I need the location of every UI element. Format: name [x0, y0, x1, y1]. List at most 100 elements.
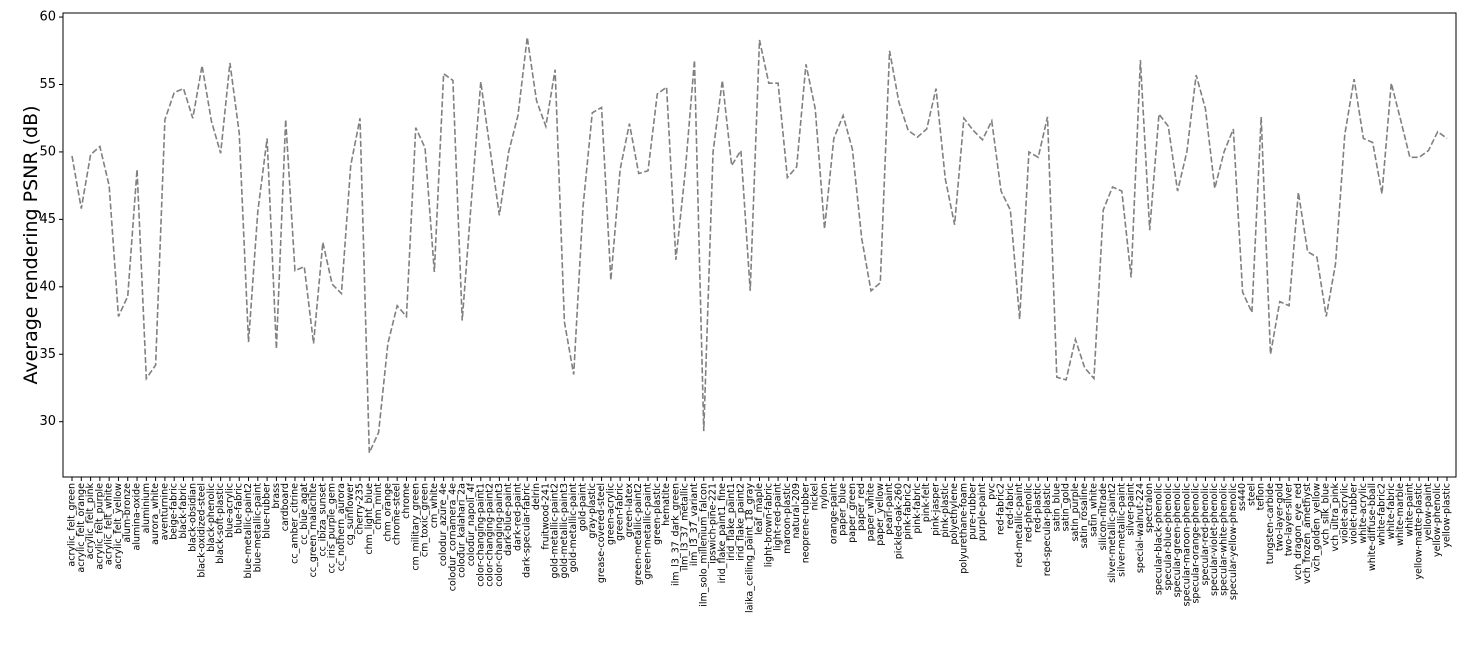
- x-tick-label: two-layer-gold: [1274, 483, 1285, 551]
- x-tick-label: aluminium: [141, 483, 152, 533]
- x-tick-label: aurora_white: [150, 483, 161, 545]
- x-tick-label: polyurethane-foam: [958, 483, 969, 574]
- x-tick-label: hematite: [661, 483, 672, 526]
- x-tick-label: red-specular-plastic: [1042, 483, 1053, 576]
- x-tick-label: ilm_l3_37_metallic: [680, 483, 691, 570]
- x-tick-label: gold-paint: [577, 483, 588, 531]
- x-tick-label: blue-fabric: [234, 483, 245, 534]
- x-tick-label: gold-metallic-paint3: [559, 483, 570, 578]
- x-tick-label: cm_toxic_green: [420, 483, 431, 557]
- x-tick-label: yellow-matte-plastic: [1414, 483, 1425, 580]
- x-tick-label: colodur_napoli_4f: [466, 482, 477, 566]
- x-tick-label: nickel: [810, 483, 821, 511]
- x-tick-label: gold-metallic-paint2: [550, 483, 561, 578]
- x-tick-label: nylon: [819, 483, 830, 509]
- x-tick-label: light-red-paint: [773, 483, 784, 551]
- x-tick-label: two-layer-silver: [1284, 483, 1295, 556]
- x-tick-label: paper_green: [847, 483, 858, 543]
- x-tick-label: white-paint: [1404, 483, 1415, 537]
- x-tick-label: natural-209: [791, 483, 802, 539]
- x-tick-label: blue-acrylic: [224, 483, 235, 538]
- x-tick-label: pink-fabric2: [903, 483, 914, 540]
- y-tick-label: 60: [39, 10, 56, 25]
- x-tick-label: black-obsidian: [187, 483, 198, 552]
- x-tick-label: pink-fabric: [912, 483, 923, 534]
- x-tick-label: color-changing-paint1: [475, 483, 486, 587]
- x-tick-label: dark-blue-paint: [503, 483, 514, 556]
- x-tick-label: aventurnine: [159, 483, 170, 540]
- x-tick-label: red-phenolic: [1023, 483, 1034, 542]
- x-tick-label: vch_ultra_pink: [1330, 483, 1341, 552]
- x-tick-label: green-acrylic: [605, 483, 616, 545]
- x-tick-label: white-fabric: [1386, 483, 1397, 539]
- x-tick-label: cc_amber_citrine: [289, 483, 300, 564]
- x-tick-label: satin_white: [1088, 483, 1099, 537]
- x-tick-label: acrylic_felt_pink: [85, 483, 96, 560]
- x-tick-label: chrome-steel: [392, 483, 403, 545]
- x-tick-label: dark-red-paint: [512, 483, 523, 551]
- x-tick-label: black-soft-plastic: [215, 483, 226, 564]
- x-tick-label: green-metallic-paint2: [633, 483, 644, 585]
- x-tick-label: steel: [1246, 483, 1257, 506]
- x-tick-label: acrylic_felt_purple: [94, 483, 105, 570]
- x-tick-label: orange-paint: [828, 483, 839, 544]
- x-tick-label: yellow-phenolic: [1432, 483, 1443, 557]
- x-tick-label: acrylic_felt_yellow: [113, 483, 124, 570]
- x-tick-label: tungsten-carbide: [1265, 483, 1276, 564]
- x-tick-label: colodur_cornamera_4e: [447, 483, 458, 591]
- x-tick-label: cc_green_malachite: [308, 483, 319, 578]
- x-tick-label: pink-felt: [921, 483, 932, 522]
- x-tick-label: white-acrylic: [1358, 483, 1369, 544]
- x-tick-label: satin_gold: [1061, 483, 1072, 531]
- x-tick-label: green-fabric: [615, 483, 626, 541]
- x-tick-label: irid_flake_paint1_fine: [717, 483, 728, 584]
- x-tick-label: cm_white: [429, 483, 440, 528]
- x-tick-label: beige-fabric: [169, 483, 180, 540]
- x-tick-label: red-metallic-paint: [1014, 483, 1025, 568]
- x-tick-label: paper_red: [856, 483, 867, 531]
- x-tick-label: irid_flake_paint1: [726, 483, 737, 561]
- data-line: [71, 37, 1448, 454]
- x-tick-label: cm_military_green: [410, 483, 421, 571]
- y-axis-label: Average rendering PSNR (dB): [20, 105, 42, 384]
- x-tick-label: cherry-235: [355, 483, 366, 535]
- x-tick-label: cc_blue_agat: [299, 483, 310, 545]
- x-tick-label: color-changing-paint3: [494, 483, 505, 587]
- x-tick-label: silver-metallic-paint2: [1107, 483, 1118, 583]
- x-tick-label: cg_sunflower: [345, 483, 356, 545]
- x-tick-label: chm_orange: [382, 483, 393, 542]
- x-tick-label: specular-red-phenolic: [1200, 483, 1211, 586]
- x-tick-label: alumina-oxide: [132, 483, 143, 551]
- x-tick-label: vch_golden_yellow: [1311, 483, 1322, 572]
- x-tick-label: paper_blue: [838, 483, 849, 536]
- x-tick-label: neoprene-rubber: [800, 483, 811, 563]
- x-tick-label: specular-blue-phenolic: [1163, 483, 1174, 590]
- x-tick-label: specular-black-phenolic: [1153, 483, 1164, 595]
- x-tick-label: black-oxidized-steel: [197, 483, 208, 578]
- y-tick-label: 55: [39, 77, 56, 92]
- x-tick-label: specular-green-phenolic: [1172, 483, 1183, 597]
- x-tick-label: special-walnut-224: [1135, 483, 1146, 573]
- x-tick-label: cc_ibiza_sunset: [317, 483, 328, 557]
- plot-frame: [62, 12, 1457, 478]
- x-tick-label: silicon-nitrade: [1098, 483, 1109, 550]
- x-tick-label: light-brown-fabric: [763, 483, 774, 567]
- y-tick-label: 40: [39, 279, 56, 294]
- x-tick-label: purple-paint: [977, 483, 988, 541]
- x-tick-label: pearl-paint: [884, 483, 895, 535]
- x-tick-label: ilm_l3_37_dark_green: [670, 483, 681, 586]
- x-tick-label: white-marble: [1395, 483, 1406, 546]
- x-tick-label: laika_ceiling_paint_18_gray: [745, 483, 756, 613]
- x-tick-label: green-plastic: [652, 483, 663, 545]
- x-tick-label: irid_flake_paint2: [735, 483, 746, 561]
- x-tick-label: gold-metallic-paint: [568, 483, 579, 573]
- x-tick-label: specular-violet-phenolic: [1209, 483, 1220, 596]
- x-tick-label: silver-paint: [1126, 483, 1137, 536]
- x-tick-label: blue-metallic-paint: [252, 483, 263, 573]
- x-tick-label: paper_yellow: [875, 483, 886, 546]
- x-tick-label: green-latex: [624, 483, 635, 538]
- x-tick-label: chm_mint: [373, 483, 384, 530]
- x-tick-label: leaf_maple: [754, 483, 765, 535]
- x-tick-label: pvc: [986, 483, 997, 500]
